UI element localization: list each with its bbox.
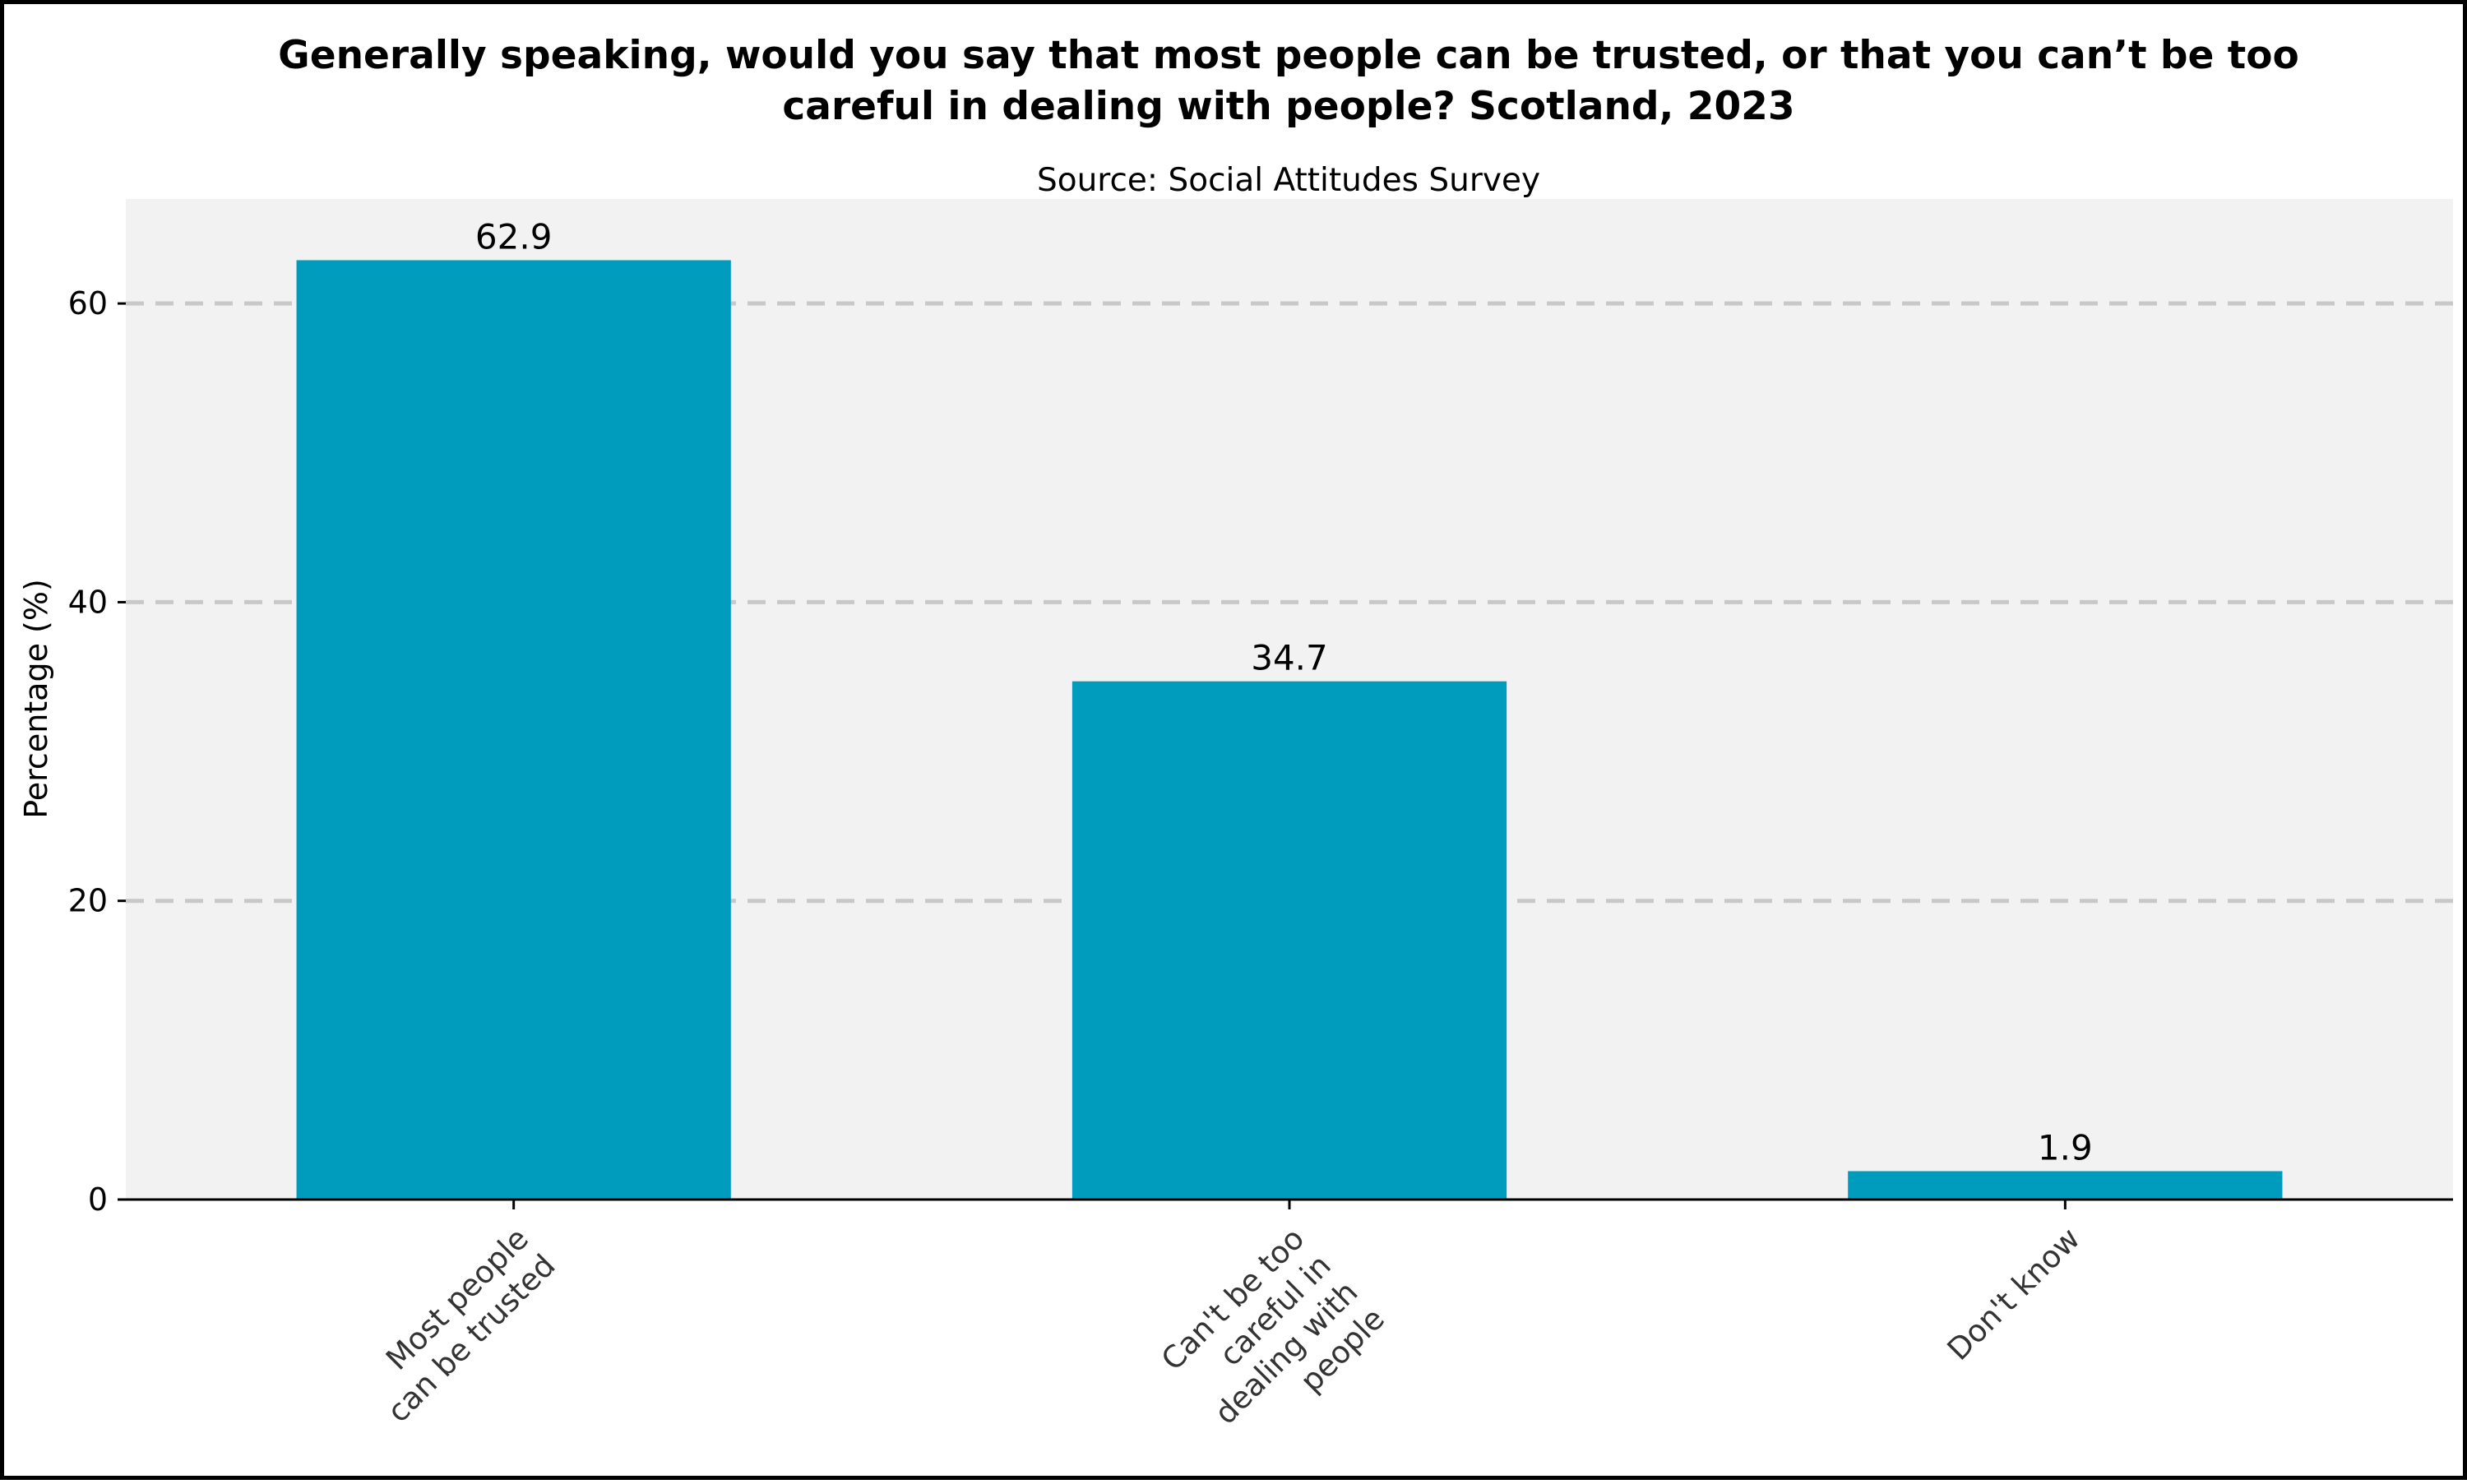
bar-value-label-0: 62.9 <box>475 216 553 257</box>
bar-value-label-1: 34.7 <box>1251 638 1328 678</box>
bar-value-label-2: 1.9 <box>2038 1127 2093 1167</box>
bar-2 <box>1848 1171 2283 1200</box>
data-labels: 62.9 34.7 1.9 <box>475 216 2093 1167</box>
y-tick-label-40: 40 <box>68 584 108 620</box>
y-axis-ticks: 0 20 40 60 <box>68 285 126 1218</box>
y-tick-label-0: 0 <box>88 1181 108 1218</box>
bars <box>296 260 2283 1200</box>
y-tick-label-20: 20 <box>68 883 108 919</box>
y-axis-label: Percentage (%) <box>18 579 54 819</box>
chart-title-line-1: Generally speaking, would you say that m… <box>278 33 2299 78</box>
x-tick-label-2: Don't know <box>1941 1221 2087 1367</box>
x-tick-label-2-line-0: Don't know <box>1941 1221 2087 1367</box>
y-tick-label-60: 60 <box>68 285 108 321</box>
chart-subtitle: Source: Social Attitudes Survey <box>1037 162 1540 199</box>
bar-chart: Generally speaking, would you say that m… <box>18 33 2453 1431</box>
chart-title-line-2: careful in dealing with people? Scotland… <box>782 84 1794 129</box>
bar-0 <box>296 260 731 1200</box>
bar-1 <box>1072 681 1507 1200</box>
